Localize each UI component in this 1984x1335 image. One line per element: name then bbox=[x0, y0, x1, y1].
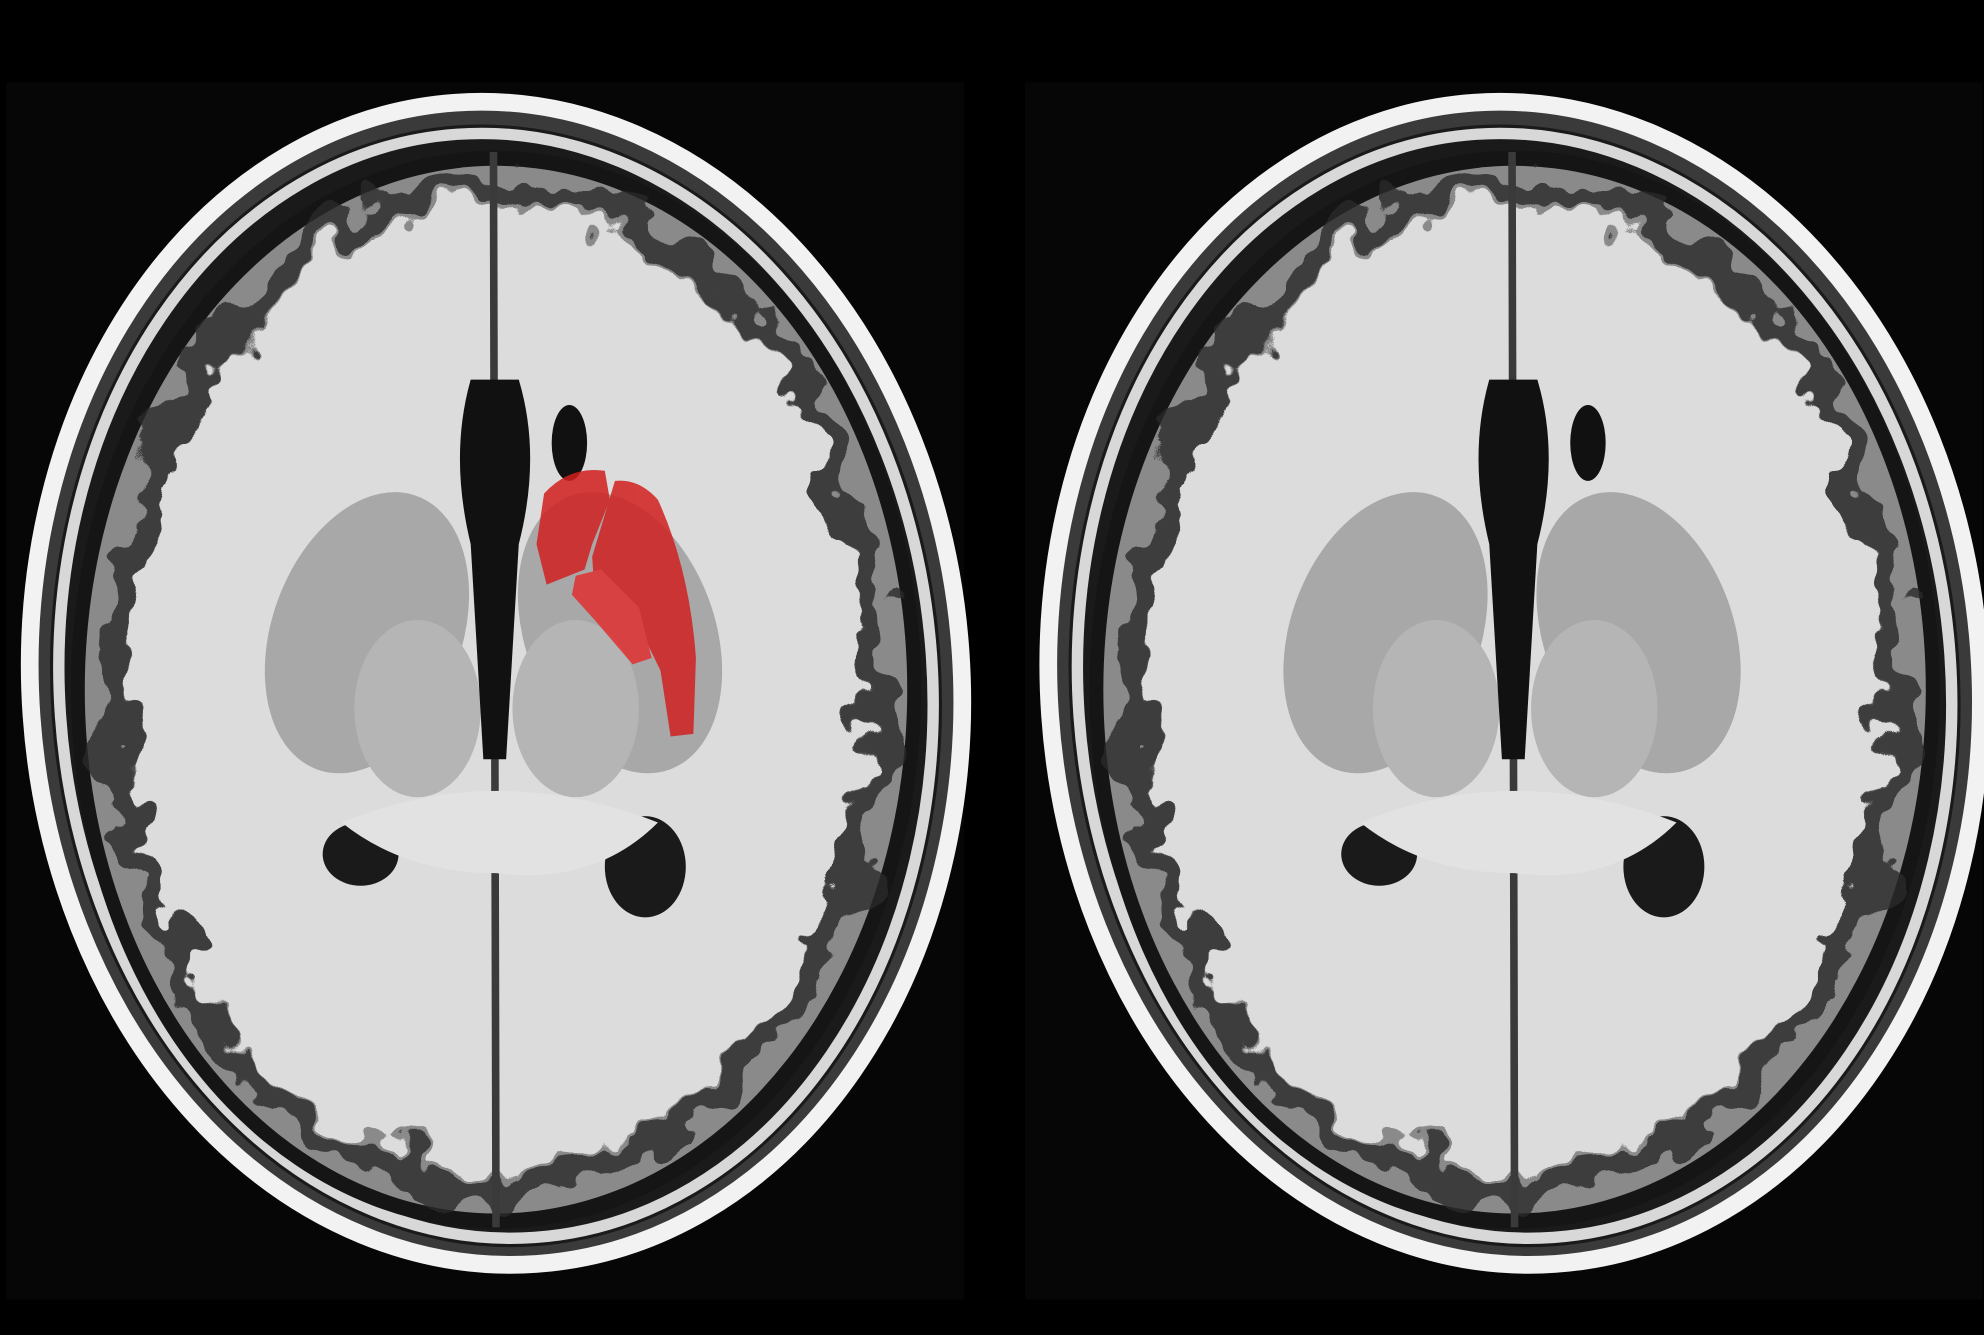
segmentation-overlay bbox=[536, 469, 696, 737]
mri-slice bbox=[1004, 64, 1984, 1304]
mri-slice-overlay bbox=[0, 64, 1007, 1304]
